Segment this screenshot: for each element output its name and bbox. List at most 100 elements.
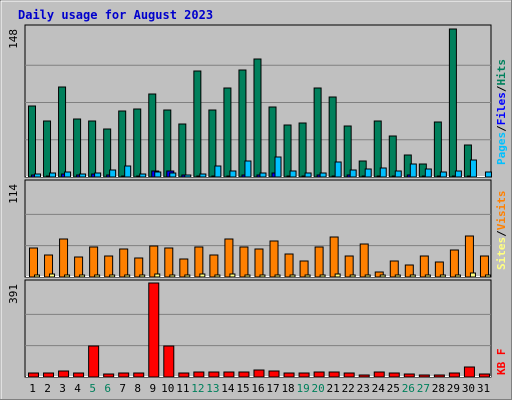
bar-sites (274, 274, 281, 278)
bar-pages (124, 165, 132, 178)
panel-hits-ymax-label: 148 (7, 29, 20, 49)
legend-entry: Hits (495, 59, 508, 86)
bar-pages (469, 159, 477, 178)
legend-entry: Pages (495, 132, 508, 165)
x-tick-label: 9 (149, 382, 156, 395)
bar-sites (34, 274, 40, 278)
legend-entry: / (495, 85, 508, 92)
bar-visits (314, 246, 324, 278)
legend-entry: Files (495, 92, 508, 125)
panel-kbytes: 391 KB F (7, 279, 508, 378)
bar-visits (209, 254, 219, 278)
bar-visits (104, 255, 114, 278)
bar-kbytes (343, 372, 355, 378)
x-tick-label: 7 (119, 382, 126, 395)
bar-pages (259, 172, 267, 178)
panel-kbytes-legend: KB F (495, 349, 508, 376)
bar-pages (334, 161, 342, 178)
bar-pages (394, 170, 402, 178)
bar-kbytes (328, 371, 340, 378)
bar-sites (109, 274, 116, 278)
bar-pages (274, 156, 282, 178)
bar-pages (409, 163, 417, 178)
x-tick-label: 16 (251, 382, 264, 395)
bar-visits (59, 238, 69, 278)
x-tick-label: 27 (417, 382, 430, 395)
bar-pages (454, 170, 462, 178)
panel-hits-legend: Pages/Files/Hits (495, 59, 508, 165)
bar-visits (344, 255, 354, 278)
bar-pages (214, 165, 222, 178)
bar-kbytes (28, 372, 39, 378)
bar-sites (154, 273, 161, 278)
x-tick-label: 1 (29, 382, 36, 395)
x-tick-label: 18 (281, 382, 294, 395)
legend-entry: Visits (495, 191, 508, 231)
bar-sites (49, 273, 56, 278)
bar-sites (454, 274, 461, 278)
bar-pages (319, 172, 327, 178)
bar-sites (334, 273, 341, 278)
bar-visits (269, 240, 279, 278)
bar-sites (289, 274, 296, 278)
bar-visits (449, 249, 459, 278)
x-tick-label: 12 (191, 382, 204, 395)
bar-kbytes (223, 371, 235, 378)
bar-hits (448, 28, 457, 178)
bar-pages (229, 170, 237, 178)
bar-sites (439, 274, 446, 278)
x-tick-label: 22 (342, 382, 355, 395)
bar-pages (154, 171, 162, 178)
x-tick-label: 3 (59, 382, 66, 395)
bar-visits (389, 260, 399, 278)
bar-pages (424, 168, 432, 178)
x-tick-label: 2 (44, 382, 51, 395)
bar-sites (169, 274, 176, 278)
bar-sites (184, 274, 191, 278)
bar-visits (464, 235, 474, 278)
bar-sites (484, 274, 491, 278)
bar-visits (29, 247, 38, 278)
legend-entry: / (495, 230, 508, 237)
bar-pages (289, 170, 297, 178)
bar-kbytes (73, 372, 85, 378)
bar-pages (484, 171, 492, 178)
x-tick-label: 10 (161, 382, 174, 395)
bar-kbytes (433, 374, 445, 378)
x-axis: 1 2 3 4 5 6 7 8 9 10 11 12 13 14 15 16 17 18 19 20 21 22 23 24 2… (29, 382, 490, 395)
bar-sites (79, 274, 86, 278)
bar-visits (254, 248, 264, 278)
bar-visits (299, 260, 309, 278)
bar-kbytes (133, 372, 145, 378)
bar-kbytes (373, 371, 385, 378)
bar-kbytes (448, 372, 460, 378)
bar-hits (343, 125, 352, 178)
bar-visits (134, 257, 144, 278)
panel-kbytes-background (24, 279, 492, 378)
bar-sites (94, 274, 101, 278)
chart-title: Daily usage for August 2023 (18, 8, 213, 22)
bar-kbytes (313, 371, 325, 378)
x-tick-label: 11 (176, 382, 189, 395)
bar-kbytes (58, 370, 70, 378)
bar-hits (193, 70, 202, 178)
bar-sites (319, 274, 326, 278)
bar-hits (433, 121, 442, 178)
bar-visits (149, 245, 159, 278)
bar-sites (199, 273, 206, 278)
x-tick-label: 29 (447, 382, 460, 395)
bar-kbytes (403, 373, 415, 378)
x-tick-label: 24 (372, 382, 386, 395)
bar-kbytes (178, 372, 190, 378)
x-tick-label: 21 (327, 382, 340, 395)
bar-hits (163, 109, 172, 178)
bar-pages (439, 171, 447, 178)
bar-visits (89, 246, 99, 278)
bar-kbytes (418, 374, 430, 378)
bar-visits (119, 248, 129, 278)
bar-kbytes (103, 373, 115, 378)
bar-sites (349, 274, 356, 278)
bar-kbytes (388, 372, 400, 378)
bar-visits (179, 258, 189, 278)
